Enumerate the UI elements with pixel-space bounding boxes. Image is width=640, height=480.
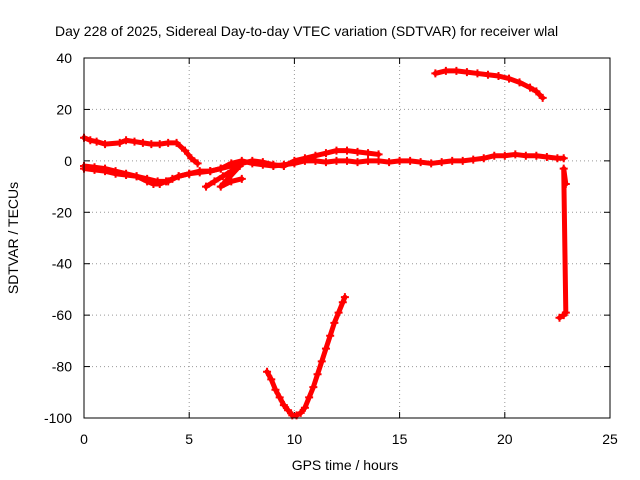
x-tick-label: 5 [185, 431, 193, 447]
series-trace [203, 163, 245, 190]
x-tick-label: 15 [392, 431, 408, 447]
series-trace [557, 166, 569, 321]
series-trace [81, 151, 567, 187]
x-tick-label: 20 [497, 431, 513, 447]
y-tick-label: -60 [52, 307, 72, 323]
y-tick-label: -80 [52, 359, 72, 375]
chart-title: Day 228 of 2025, Sidereal Day-to-day VTE… [55, 23, 558, 39]
series-late-points [555, 164, 570, 322]
y-axis-label: SDTVAR / TECUs [5, 182, 21, 294]
y-tick-label: 40 [56, 50, 72, 66]
x-tick-label: 0 [80, 431, 88, 447]
series-upper-arc [431, 66, 547, 102]
series-trace [264, 294, 348, 418]
series-trace [81, 135, 201, 166]
x-tick-label: 10 [287, 431, 303, 447]
series-main-track-B [80, 146, 383, 186]
series-dip [263, 293, 349, 420]
series-trace [81, 148, 382, 184]
series-early-positive [80, 133, 202, 168]
grid [84, 58, 610, 418]
x-axis-label: GPS time / hours [292, 457, 399, 473]
series-short-descending-segments [202, 162, 246, 191]
axis-ticks: 0 5 10 15 20 25 40 20 0 -20 -40 -60 -80 -100 [44, 50, 618, 447]
data-points [80, 66, 570, 420]
y-tick-label: 20 [56, 101, 72, 117]
y-tick-label: -100 [44, 410, 72, 426]
y-tick-label: -40 [52, 256, 72, 272]
plot-frame [83, 57, 611, 419]
x-tick-label: 25 [602, 431, 618, 447]
y-tick-label: 0 [64, 153, 72, 169]
series-trace [432, 68, 546, 101]
y-tick-label: -20 [52, 204, 72, 220]
